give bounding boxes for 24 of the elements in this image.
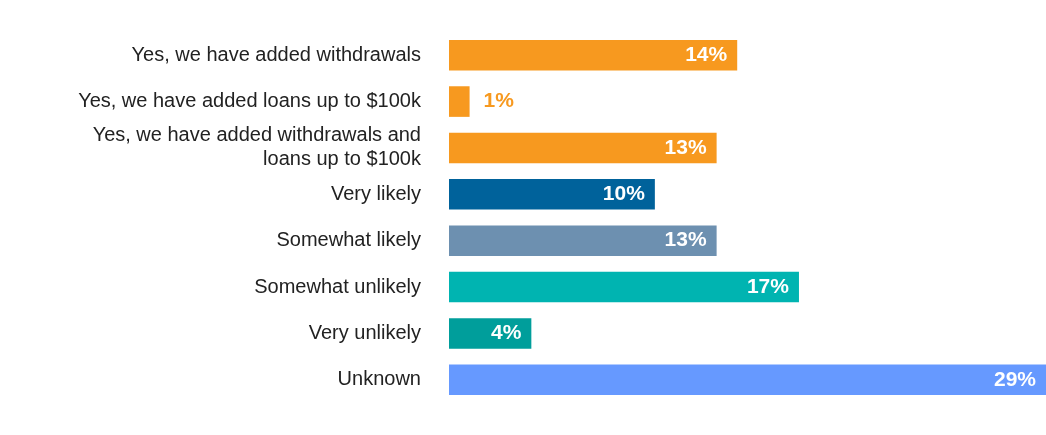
data-label: 13% — [664, 227, 707, 251]
y-tick-label: Somewhat likely — [276, 228, 421, 251]
data-label: 10% — [602, 181, 646, 205]
data-label: 1% — [483, 88, 515, 112]
data-label: 4% — [490, 320, 522, 344]
bar — [449, 364, 1046, 396]
bar — [449, 318, 532, 349]
y-tick-label: Somewhat unlikely — [254, 274, 421, 297]
y-tick-label: Very unlikely — [308, 320, 421, 343]
bar — [449, 39, 738, 71]
data-label: 29% — [993, 366, 1037, 390]
y-tick-label: Yes, we have added loans up to $100k — [78, 89, 422, 112]
y-tick-label: Very likely — [330, 181, 421, 204]
data-label: 13% — [664, 134, 707, 158]
data-label: 17% — [746, 273, 790, 297]
data-label: 14% — [685, 41, 728, 65]
bar — [449, 86, 470, 117]
bar — [449, 179, 655, 210]
y-tick-label: Unknown — [337, 367, 421, 390]
bar — [449, 225, 717, 256]
bar — [449, 271, 799, 303]
y-tick-label: Yes, we have added withdrawals and loans up to $100k — [92, 123, 422, 170]
y-tick-label: Yes, we have added withdrawals — [131, 42, 421, 65]
bar — [449, 132, 717, 164]
